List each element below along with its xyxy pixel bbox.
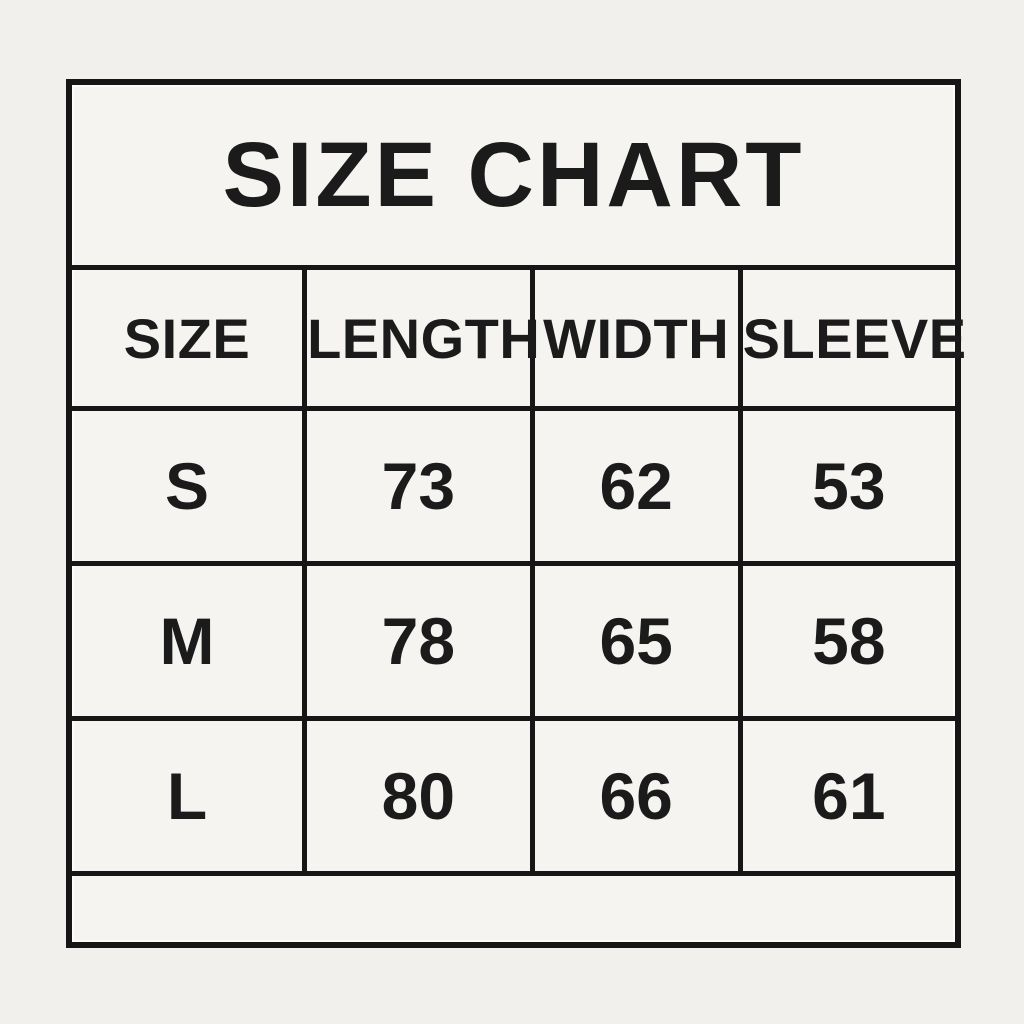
- column-header-length: LENGTH: [302, 265, 540, 411]
- size-chart-table: SIZE CHART SIZE LENGTH WIDTH SLEEVE S 73…: [66, 79, 966, 948]
- table-row-l: L 80 66 61: [66, 716, 961, 876]
- cell-length-m: 78: [302, 561, 535, 721]
- cell-width-s: 62: [529, 406, 743, 566]
- cell-length-l: 80: [302, 716, 535, 876]
- column-header-sleeve: SLEEVE: [737, 265, 966, 411]
- table-row-m: M 78 65 58: [66, 561, 961, 721]
- table-row-s: S 73 62 53: [66, 406, 961, 566]
- empty-footer-cell: [66, 871, 961, 948]
- column-header-size: SIZE: [66, 265, 308, 411]
- page-title: SIZE CHART: [66, 79, 961, 270]
- cell-length-s: 73: [302, 406, 535, 566]
- cell-size-m: M: [66, 561, 308, 721]
- header-row: SIZE LENGTH WIDTH SLEEVE: [66, 265, 966, 411]
- cell-size-s: S: [66, 406, 308, 566]
- footer-row: [66, 871, 961, 948]
- cell-width-l: 66: [529, 716, 743, 876]
- title-row: SIZE CHART: [66, 79, 961, 270]
- cell-sleeve-s: 53: [737, 406, 961, 566]
- cell-sleeve-m: 58: [737, 561, 961, 721]
- cell-width-m: 65: [529, 561, 743, 721]
- cell-size-l: L: [66, 716, 308, 876]
- column-header-width: WIDTH: [529, 265, 743, 411]
- cell-sleeve-l: 61: [737, 716, 961, 876]
